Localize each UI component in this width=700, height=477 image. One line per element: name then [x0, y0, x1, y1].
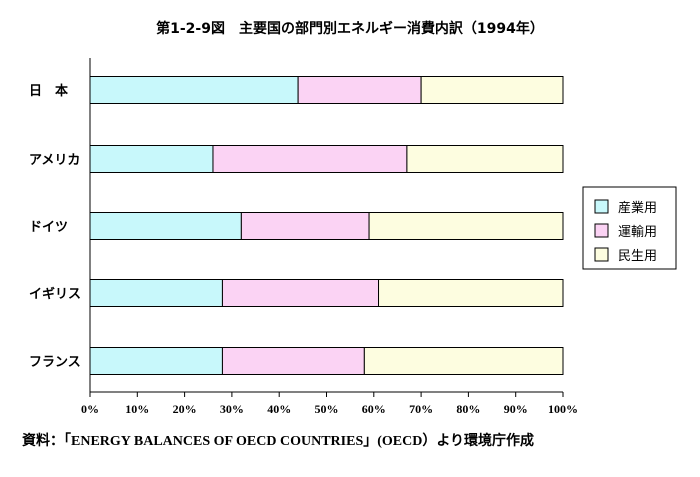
bar-segment-1-1 [89, 76, 299, 104]
bar-segment-2-3 [406, 145, 564, 173]
x-tick-label-6: 60% [362, 402, 386, 416]
x-tick-label-9: 90% [504, 402, 528, 416]
category-label-3: ドイツ [29, 220, 68, 235]
bar-segment-5-1 [89, 347, 223, 375]
x-tick-label-4: 40% [267, 402, 291, 416]
bar-segment-5-3 [363, 347, 564, 375]
bar-segment-4-1 [89, 279, 223, 307]
source-text: 資料：「ENERGY BALANCES OF OECD COUNTRIES」(O… [22, 434, 535, 449]
bar-segment-2-1 [89, 145, 214, 173]
x-tick-label-1: 10% [125, 402, 149, 416]
bar-segment-3-2 [240, 212, 370, 240]
x-tick-label-10: 100% [548, 402, 578, 416]
legend-swatch-2 [594, 223, 609, 238]
source-note: 資料：「ENERGY BALANCES OF OECD COUNTRIES」(O… [22, 430, 534, 450]
x-tick-label-0: 0% [81, 402, 99, 416]
legend-label-2: 運輸用 [618, 225, 657, 240]
bar-segment-3-3 [368, 212, 564, 240]
legend-swatch-1 [594, 199, 609, 214]
legend-label-3: 民生用 [618, 249, 657, 264]
legend-swatch-3 [594, 247, 609, 262]
bars-group [89, 76, 564, 375]
bar-segment-5-2 [221, 347, 365, 375]
x-tick-label-5: 50% [315, 402, 339, 416]
bar-segment-2-2 [212, 145, 408, 173]
category-label-4: イギリス [29, 286, 81, 302]
bar-segment-4-3 [378, 279, 564, 307]
bar-segment-1-3 [420, 76, 564, 104]
x-tick-label-7: 70% [409, 402, 433, 416]
legend-label-1: 産業用 [618, 200, 657, 216]
x-tick-label-2: 20% [173, 402, 197, 416]
category-label-5: フランス [29, 355, 81, 370]
x-tick-label-3: 30% [220, 402, 244, 416]
chart-title: 第1-2-9図 主要国の部門別エネルギー消費内訳（1994年） [156, 21, 544, 37]
category-label-2: アメリカ [29, 153, 80, 168]
bar-segment-4-2 [221, 279, 380, 307]
x-axis: 0% 10% 20% 30% 40% 50% 60% 70% 80% 90% 100% [81, 58, 578, 416]
x-tick-label-8: 80% [456, 402, 480, 416]
category-label-1: 日 本 [29, 83, 68, 99]
bar-segment-3-1 [89, 212, 242, 240]
bar-segment-1-2 [297, 76, 422, 104]
